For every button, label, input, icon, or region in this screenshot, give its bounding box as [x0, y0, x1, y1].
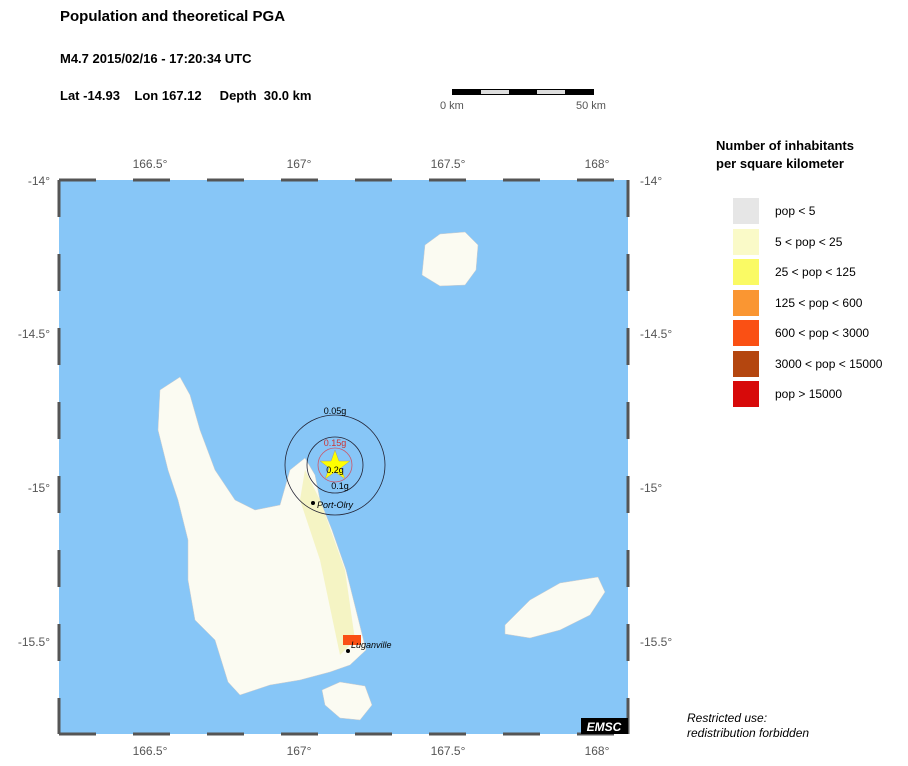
contour-label: 0.15g	[324, 438, 347, 448]
legend-swatch	[733, 259, 759, 285]
legend-swatch	[733, 228, 759, 255]
legend-label: 3000 < pop < 15000	[775, 356, 883, 371]
legend-swatch	[733, 289, 759, 316]
legend-item: 3000 < pop < 15000	[733, 350, 883, 377]
island-espiritu-santo	[157, 376, 367, 696]
contour-label: 0.2g	[326, 465, 344, 475]
svg-text:-14°: -14°	[28, 174, 50, 188]
pga-contours	[284, 414, 386, 516]
scale-bar	[452, 89, 594, 95]
city-label: Luganville	[351, 640, 392, 650]
map-title: Population and theoretical PGA	[60, 8, 286, 25]
city-dot	[311, 501, 315, 505]
legend-swatch	[733, 320, 759, 346]
svg-text:167.5°: 167.5°	[431, 157, 466, 171]
legend-label: pop < 5	[775, 204, 816, 218]
svg-text:167°: 167°	[287, 744, 312, 758]
scale-start: 0 km	[440, 100, 464, 112]
svg-text:166.5°: 166.5°	[133, 744, 168, 758]
svg-text:-14°: -14°	[640, 174, 662, 188]
legend-label: 25 < pop < 125	[775, 265, 856, 279]
legend-item: 125 < pop < 600	[733, 289, 863, 316]
svg-text:-14.5°: -14.5°	[640, 327, 672, 341]
legend-label: 600 < pop < 3000	[775, 326, 870, 340]
legend-swatch	[733, 198, 759, 224]
event-info: M4.7 2015/02/16 - 17:20:34 UTC	[60, 51, 252, 66]
lon-ticks: 166.5° 167° 167.5° 168° 166.5° 167° 167.5° 1…	[133, 157, 610, 758]
legend-item: 600 < pop < 3000	[733, 320, 869, 346]
legend-item: 5 < pop < 25	[733, 228, 843, 255]
city-label: Port-Olry	[317, 500, 354, 510]
map-frame	[57, 178, 630, 736]
legend-swatch	[733, 350, 759, 377]
city-dot	[346, 649, 350, 653]
contour-label: 0.05g	[324, 406, 347, 416]
island-east	[504, 576, 606, 639]
svg-text:168°: 168°	[585, 744, 610, 758]
svg-text:-14.5°: -14.5°	[18, 327, 50, 341]
legend-item: pop < 5	[733, 198, 815, 224]
islands	[157, 231, 606, 721]
legend-label: 125 < pop < 600	[775, 295, 863, 310]
emsc-logo	[581, 718, 628, 734]
svg-text:-15°: -15°	[640, 481, 662, 495]
lat-ticks: -14° -14.5° -15° -15.5° -14° -14.5° -15° -15…	[18, 174, 673, 649]
usage-note: Restricted use: redistribution forbidden	[687, 711, 810, 740]
svg-text:-15.5°: -15.5°	[18, 635, 50, 649]
legend-item: 25 < pop < 125	[733, 259, 856, 285]
island-north	[421, 231, 479, 287]
island-malo	[321, 681, 373, 721]
legend-label: pop > 15000	[775, 387, 843, 401]
legend-label: 5 < pop < 25	[775, 234, 843, 249]
legend-title: Number of inhabitants per square kilomete…	[716, 138, 854, 171]
event-location: Lat -14.93 Lon 167.12 Depth 30.0 km	[60, 88, 312, 103]
svg-text:-15.5°: -15.5°	[640, 635, 672, 649]
star-icon	[319, 449, 351, 480]
svg-text:-15°: -15°	[28, 481, 50, 495]
svg-text:168°: 168°	[585, 157, 610, 171]
contour-label: 0.1g	[331, 481, 349, 491]
legend-swatch	[733, 381, 759, 407]
svg-text:166.5°: 166.5°	[133, 157, 168, 171]
populated-coast	[300, 470, 355, 655]
svg-text:167.5°: 167.5°	[431, 744, 466, 758]
legend-item: pop > 15000	[733, 381, 842, 407]
luganville-density	[343, 635, 361, 645]
svg-text:167°: 167°	[287, 157, 312, 171]
map[interactable]: 0.05g 0.15g 0.2g 0.1g Port-Olry Luganvil…	[0, 0, 680, 766]
scale-end: 50 km	[576, 100, 606, 112]
emsc-logo-text: EMSC	[587, 720, 622, 734]
